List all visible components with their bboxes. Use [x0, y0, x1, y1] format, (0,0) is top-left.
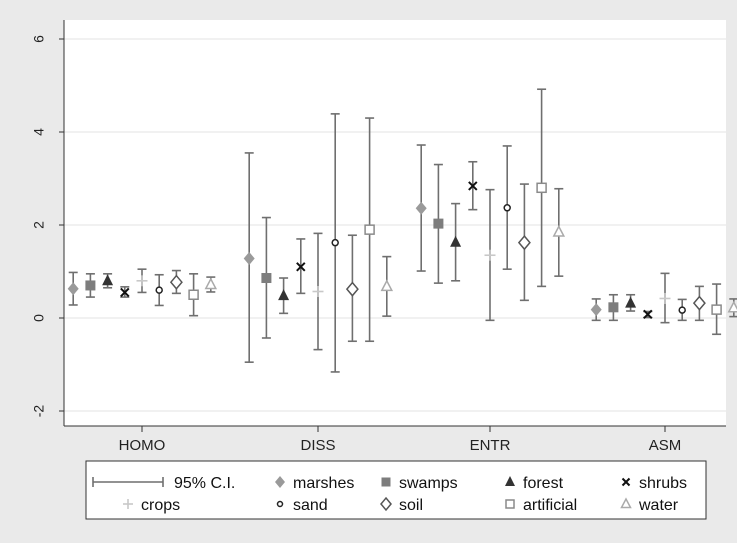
point-sand-homo	[155, 286, 163, 294]
x-tick-label: ASM	[649, 437, 682, 454]
point-artificial-asm	[711, 304, 722, 315]
legend-label-sand: sand	[293, 497, 328, 514]
point-crops-asm	[659, 292, 671, 304]
y-tick-label: 6	[31, 35, 47, 43]
point-shrubs-entr	[468, 181, 478, 191]
point-marshes-homo	[67, 282, 79, 296]
legend-label-artificial: artificial	[523, 497, 577, 514]
point-forest-asm	[625, 296, 637, 308]
legend-label-soil: soil	[399, 497, 423, 514]
point-marshes-asm	[590, 303, 602, 317]
legend-marker-crops	[123, 499, 133, 509]
point-water-asm	[727, 300, 737, 313]
point-sand-diss	[331, 238, 339, 247]
point-shrubs-asm	[643, 309, 653, 319]
legend-marker-forest	[505, 476, 515, 486]
point-artificial-homo	[188, 289, 199, 300]
legend-marker-marshes	[275, 476, 285, 488]
point-crops-homo	[136, 275, 148, 287]
legend-label-water: water	[638, 497, 679, 514]
point-marshes-diss	[243, 251, 255, 265]
legend-marker-soil	[380, 496, 392, 512]
legend-box	[85, 460, 707, 520]
point-forest-entr	[450, 235, 462, 247]
legend: 95% C.I. marshes swamps forest shrubs crops sa…	[85, 460, 707, 520]
legend-marker-swamps	[381, 477, 391, 487]
point-shrubs-homo	[120, 287, 130, 298]
gridlines	[64, 38, 726, 412]
x-tick-label: HOMO	[119, 437, 166, 454]
legend-marker-sand	[276, 500, 284, 508]
x-stroke	[643, 309, 653, 319]
axes: -2 0 2 4 6 HOMO DISS ENTR ASM	[31, 20, 726, 454]
point-crops-diss	[312, 285, 324, 297]
point-crops-entr	[484, 249, 496, 261]
x-stroke	[468, 181, 478, 191]
legend-ci-symbol	[92, 477, 164, 487]
point-soil-asm	[692, 295, 706, 311]
point-water-entr	[552, 224, 566, 237]
point-swamps-homo	[85, 280, 96, 291]
x-stroke	[621, 477, 631, 487]
point-sand-entr	[503, 204, 511, 212]
point-soil-diss	[345, 281, 359, 297]
point-swamps-entr	[433, 218, 444, 229]
y-tick-label: -2	[31, 405, 47, 418]
legend-label-crops: crops	[141, 497, 180, 514]
point-soil-homo	[169, 274, 183, 290]
legend-marker-artificial	[505, 499, 515, 509]
x-stroke	[120, 287, 130, 298]
plot-area	[64, 20, 726, 426]
x-tick-label: ENTR	[470, 437, 511, 454]
point-markers	[67, 181, 737, 319]
point-forest-diss	[278, 289, 290, 301]
legend-label-forest: forest	[523, 475, 564, 492]
point-water-homo	[204, 277, 218, 290]
point-shrubs-diss	[296, 262, 306, 272]
legend-ci-label: 95% C.I.	[174, 475, 235, 492]
y-tick-label: 4	[31, 128, 47, 136]
point-artificial-diss	[364, 224, 375, 235]
y-tick-label: 2	[31, 221, 47, 229]
legend-label-shrubs: shrubs	[639, 475, 687, 492]
point-swamps-asm	[608, 302, 619, 313]
point-marshes-entr	[415, 201, 427, 215]
y-tick-label: 0	[31, 314, 47, 322]
legend-marker-water	[620, 497, 632, 509]
point-artificial-entr	[536, 182, 547, 194]
legend-label-marshes: marshes	[293, 475, 354, 492]
x-stroke	[296, 262, 306, 272]
point-swamps-diss	[261, 273, 272, 284]
point-soil-entr	[517, 235, 531, 251]
point-forest-homo	[102, 274, 114, 286]
point-sand-asm	[678, 306, 686, 314]
legend-marker-shrubs	[621, 477, 631, 487]
x-tick-label: DISS	[300, 437, 335, 454]
legend-label-swamps: swamps	[399, 475, 458, 492]
point-water-diss	[380, 279, 394, 292]
